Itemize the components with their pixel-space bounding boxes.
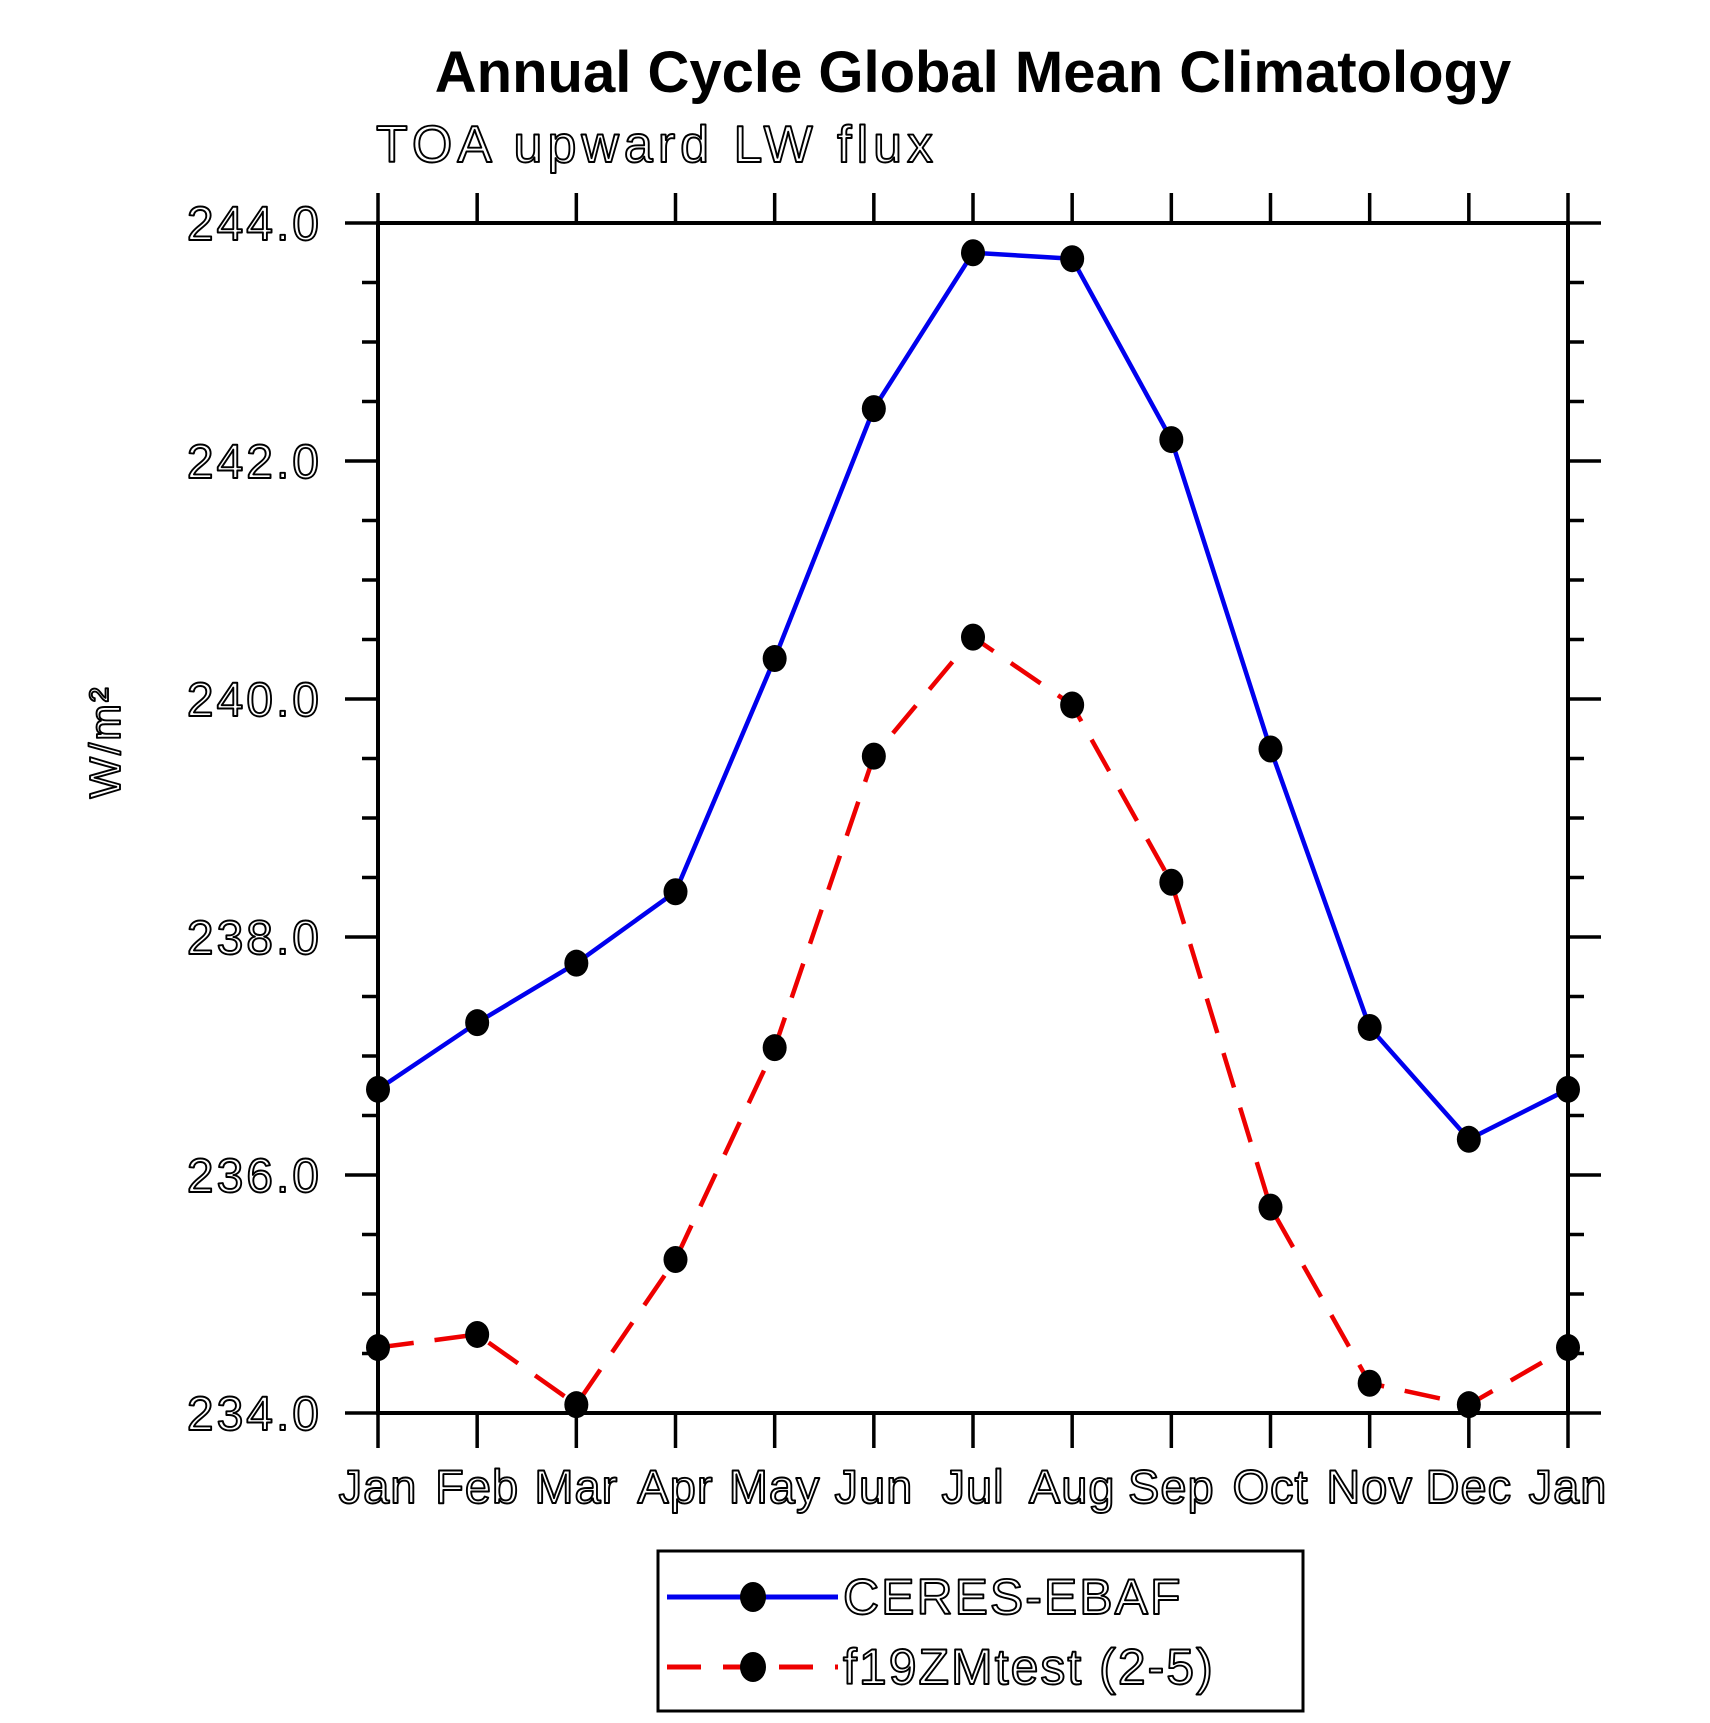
y-tick-label: 240.0 <box>187 674 322 727</box>
x-tick-label: Sep <box>1128 1460 1215 1513</box>
data-point-marker <box>861 742 886 770</box>
x-tick-label: May <box>729 1460 821 1513</box>
plot-frame <box>376 221 1570 1415</box>
data-point-marker <box>1357 1369 1382 1397</box>
legend-label-f19zmtest: f19ZMtest (2-5) <box>843 1639 1215 1695</box>
x-tick-label: Nov <box>1326 1460 1413 1513</box>
data-point-marker <box>1556 1075 1580 1103</box>
data-point-marker <box>366 1075 390 1103</box>
data-point-marker <box>1060 691 1085 719</box>
y-tick-label: 238.0 <box>187 912 322 965</box>
data-point-marker <box>861 395 886 423</box>
series-line-0-ceres-ebaf <box>376 250 1570 1142</box>
data-point-marker <box>961 239 985 267</box>
data-point-marker <box>564 1391 589 1419</box>
x-tick-label: Oct <box>1232 1460 1308 1513</box>
data-point-marker <box>465 1320 490 1348</box>
legend-marker-icon <box>740 1652 766 1682</box>
chart-title: Annual Cycle Global Mean Climatology <box>435 40 1511 105</box>
data-point-marker <box>663 878 688 906</box>
x-tick-label: Jan <box>1529 1460 1608 1513</box>
x-tick-label: Jul <box>941 1460 1004 1513</box>
data-point-marker <box>1060 245 1085 273</box>
legend-entry-f19zmtest: f19ZMtest (2-5) <box>667 1638 1215 1696</box>
data-series <box>366 239 1580 1419</box>
chart-subtitle: TOA upward LW flux <box>376 116 938 174</box>
legend: CERES-EBAF f19ZMtest (2-5) <box>656 1549 1305 1713</box>
y-tick-label: 236.0 <box>187 1150 322 1203</box>
data-point-marker <box>1159 868 1184 896</box>
x-tick-label: Aug <box>1029 1460 1116 1513</box>
data-point-marker <box>961 623 985 651</box>
x-tick-label: Jun <box>834 1460 913 1513</box>
data-point-marker <box>1456 1125 1481 1153</box>
y-tick-label: 242.0 <box>187 436 322 489</box>
data-point-marker <box>1456 1391 1481 1419</box>
x-tick-label: Feb <box>435 1460 519 1513</box>
data-point-marker <box>366 1334 390 1362</box>
data-point-marker <box>1258 735 1283 763</box>
series-line-1-f19zmtest-2-5 <box>377 634 1570 1407</box>
legend-entry-ceres-ebaf: CERES-EBAF <box>667 1568 1183 1626</box>
data-point-marker <box>1258 1193 1283 1221</box>
y-axis-unit-label: W/m² <box>81 685 130 798</box>
data-point-marker <box>1357 1013 1382 1041</box>
y-tick-label: 244.0 <box>187 198 322 251</box>
data-point-marker <box>564 949 589 977</box>
x-tick-label: Dec <box>1426 1460 1513 1513</box>
x-tick-label: Apr <box>637 1460 713 1513</box>
legend-marker-icon <box>740 1582 766 1612</box>
axis-tick-labels: Jan Feb Mar Apr May Jun Jul Aug Sep Oct Nov Dec Jan 2… <box>186 197 1608 1514</box>
x-tick-label: Mar <box>534 1460 618 1513</box>
x-tick-label: Jan <box>339 1460 418 1513</box>
axes-frame <box>376 221 1570 1415</box>
data-point-marker <box>465 1009 490 1037</box>
y-tick-label: 234.0 <box>187 1388 322 1441</box>
legend-label-ceres-ebaf: CERES-EBAF <box>843 1569 1183 1625</box>
data-point-marker <box>663 1245 688 1273</box>
axis-ticks <box>345 193 1601 1448</box>
data-point-marker <box>1159 426 1184 454</box>
legend-box <box>656 1549 1305 1713</box>
data-point-marker <box>762 645 787 673</box>
data-point-marker <box>1556 1334 1580 1362</box>
data-point-marker <box>762 1034 787 1062</box>
